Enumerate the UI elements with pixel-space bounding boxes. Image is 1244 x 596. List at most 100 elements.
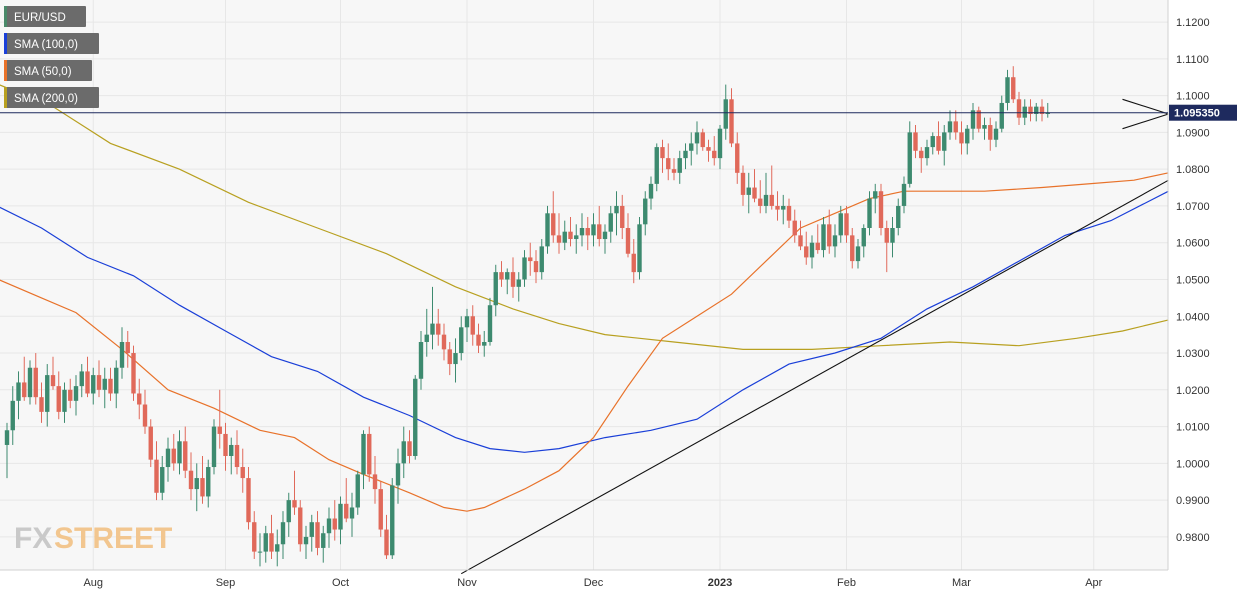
candle-body: [953, 121, 958, 133]
y-tick-label: 1.0100: [1176, 422, 1210, 434]
candle: [22, 356, 27, 401]
candle-body: [160, 467, 165, 493]
candle: [643, 191, 648, 236]
candle-body: [154, 459, 159, 493]
x-tick-label: Feb: [837, 577, 856, 589]
candle-body: [999, 102, 1004, 129]
candle: [401, 426, 406, 479]
candle-body: [528, 257, 533, 262]
candle-body: [614, 205, 619, 214]
candle: [947, 110, 953, 140]
candle: [338, 496, 343, 545]
candle-body: [712, 150, 717, 159]
candle: [792, 209, 797, 243]
candle-body: [384, 529, 389, 556]
candle-body: [556, 235, 562, 243]
candle: [775, 191, 780, 221]
candle-body: [407, 441, 412, 456]
candle: [855, 239, 861, 269]
candle-body: [769, 194, 774, 206]
candle: [16, 371, 21, 420]
candle: [177, 430, 182, 475]
x-tick-label: 2023: [708, 577, 732, 589]
candle: [510, 257, 516, 298]
candle: [671, 158, 677, 181]
candle: [286, 492, 291, 537]
y-tick-label: 1.0700: [1176, 201, 1210, 213]
candle: [706, 139, 711, 162]
candle-body: [735, 143, 740, 173]
candle: [988, 117, 993, 151]
candle: [252, 511, 257, 559]
candle: [430, 286, 435, 350]
candle-body: [568, 231, 573, 240]
candle-body: [907, 132, 912, 184]
candle: [993, 121, 999, 148]
candle: [73, 375, 79, 416]
candle-body: [717, 128, 723, 159]
x-tick-label: Apr: [1085, 577, 1102, 589]
candle-body: [838, 213, 843, 236]
candle: [815, 224, 820, 254]
candle: [930, 132, 935, 155]
candle: [303, 525, 309, 559]
candle-body: [217, 426, 222, 434]
candle-body: [660, 147, 665, 159]
candle-body: [677, 158, 682, 173]
candle: [148, 419, 153, 468]
candle: [309, 514, 314, 552]
legend-item: EUR/USD: [4, 6, 86, 27]
moving-averages: [0, 84, 1169, 512]
candle-body: [68, 389, 73, 401]
candle-body: [441, 334, 447, 350]
candle-body: [39, 397, 44, 412]
candle-body: [62, 389, 67, 412]
y-tick-label: 1.0500: [1176, 274, 1210, 286]
candle-body: [211, 426, 217, 468]
candle: [367, 426, 372, 482]
legend-badge: [4, 33, 99, 54]
candle-body: [280, 522, 286, 545]
candle-body: [234, 444, 240, 468]
candle-body: [884, 228, 889, 243]
candle-body: [424, 334, 429, 342]
candle: [234, 430, 240, 475]
x-tick-label: Nov: [457, 577, 477, 589]
candle: [56, 371, 61, 420]
legend: EUR/USD SMA (100,0) SMA (50,0) SMA (200,0): [4, 6, 99, 108]
sma-50-line: [0, 172, 1169, 512]
candle: [723, 84, 728, 140]
candle-body: [775, 205, 780, 210]
candle: [551, 191, 556, 243]
legend-label: SMA (100,0): [14, 39, 78, 51]
candle-body: [844, 213, 849, 236]
candle: [142, 389, 148, 434]
candle-body: [827, 224, 832, 247]
candle-body: [183, 441, 188, 471]
candle: [165, 437, 171, 482]
candle: [919, 147, 924, 173]
candle-body: [229, 444, 234, 456]
candle: [257, 533, 263, 567]
candle: [689, 132, 694, 166]
candle-body: [625, 228, 631, 254]
candle-body: [1022, 106, 1027, 118]
x-tick-label: Dec: [584, 577, 604, 589]
candle-body: [666, 158, 671, 170]
candle-body: [292, 500, 297, 508]
candle-body: [683, 150, 688, 159]
candle: [924, 139, 930, 166]
candle: [965, 125, 970, 155]
candle: [579, 213, 585, 247]
sma-100-line: [0, 190, 1169, 453]
candle-body: [965, 128, 970, 144]
candle: [901, 176, 907, 214]
candle-body: [591, 224, 596, 236]
candle-body: [4, 430, 10, 445]
candle-body: [648, 183, 654, 199]
candle: [1028, 99, 1033, 122]
candle-body: [729, 99, 734, 144]
candle-body: [286, 500, 291, 523]
candle-body: [821, 224, 826, 251]
